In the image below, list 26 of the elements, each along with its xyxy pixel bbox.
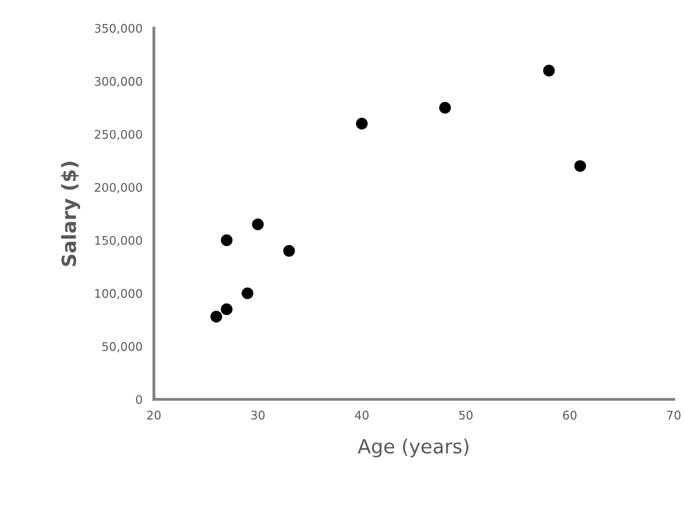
y-tick-label: 300,000 <box>94 76 142 88</box>
point <box>220 234 233 246</box>
y-axis-title: Salary ($) <box>61 162 80 266</box>
point <box>210 310 222 322</box>
y-tick-label: 350,000 <box>94 24 142 34</box>
y-tick-label: 200,000 <box>94 182 142 194</box>
point <box>283 245 295 257</box>
y-tick-label: 150,000 <box>95 236 142 246</box>
point <box>439 102 451 114</box>
y-tick-label: 50,000 <box>102 342 142 352</box>
x-tick-label: 20 <box>147 410 161 420</box>
x-tick-label: 40 <box>354 410 369 420</box>
point <box>356 118 368 130</box>
y-tick-label: 250,000 <box>94 130 142 140</box>
point <box>543 64 555 76</box>
point <box>220 303 233 316</box>
x-tick-label: 50 <box>459 410 473 420</box>
y-tick-label: 0 <box>136 395 142 404</box>
x-tick-label: 30 <box>251 410 265 420</box>
y-tick-label: 100,000 <box>95 289 142 300</box>
point <box>242 287 254 300</box>
x-tick-label: 60 <box>563 410 576 420</box>
point <box>252 218 264 230</box>
point <box>574 160 586 172</box>
x-tick-label: 70 <box>667 410 680 420</box>
x-axis-title: Age (years) <box>358 438 468 458</box>
